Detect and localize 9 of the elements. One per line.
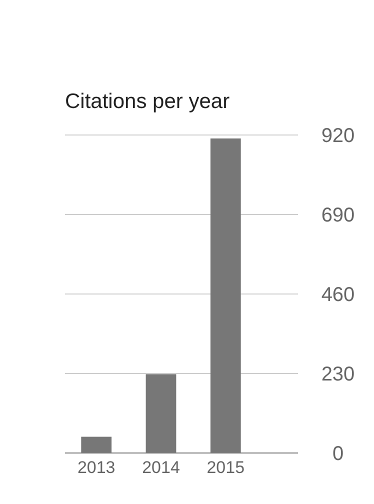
x-tick-label: 2014 [142,458,180,477]
x-tick-label: 2013 [77,458,116,477]
y-tick-label: 920 [321,125,355,147]
chart-title: Citations per year [65,90,230,113]
x-tick-label: 2015 [206,458,245,477]
y-tick-label: 230 [321,364,355,386]
y-tick-label: 0 [332,443,344,465]
y-tick-label: 460 [321,284,355,306]
y-tick-label: 690 [321,204,355,226]
